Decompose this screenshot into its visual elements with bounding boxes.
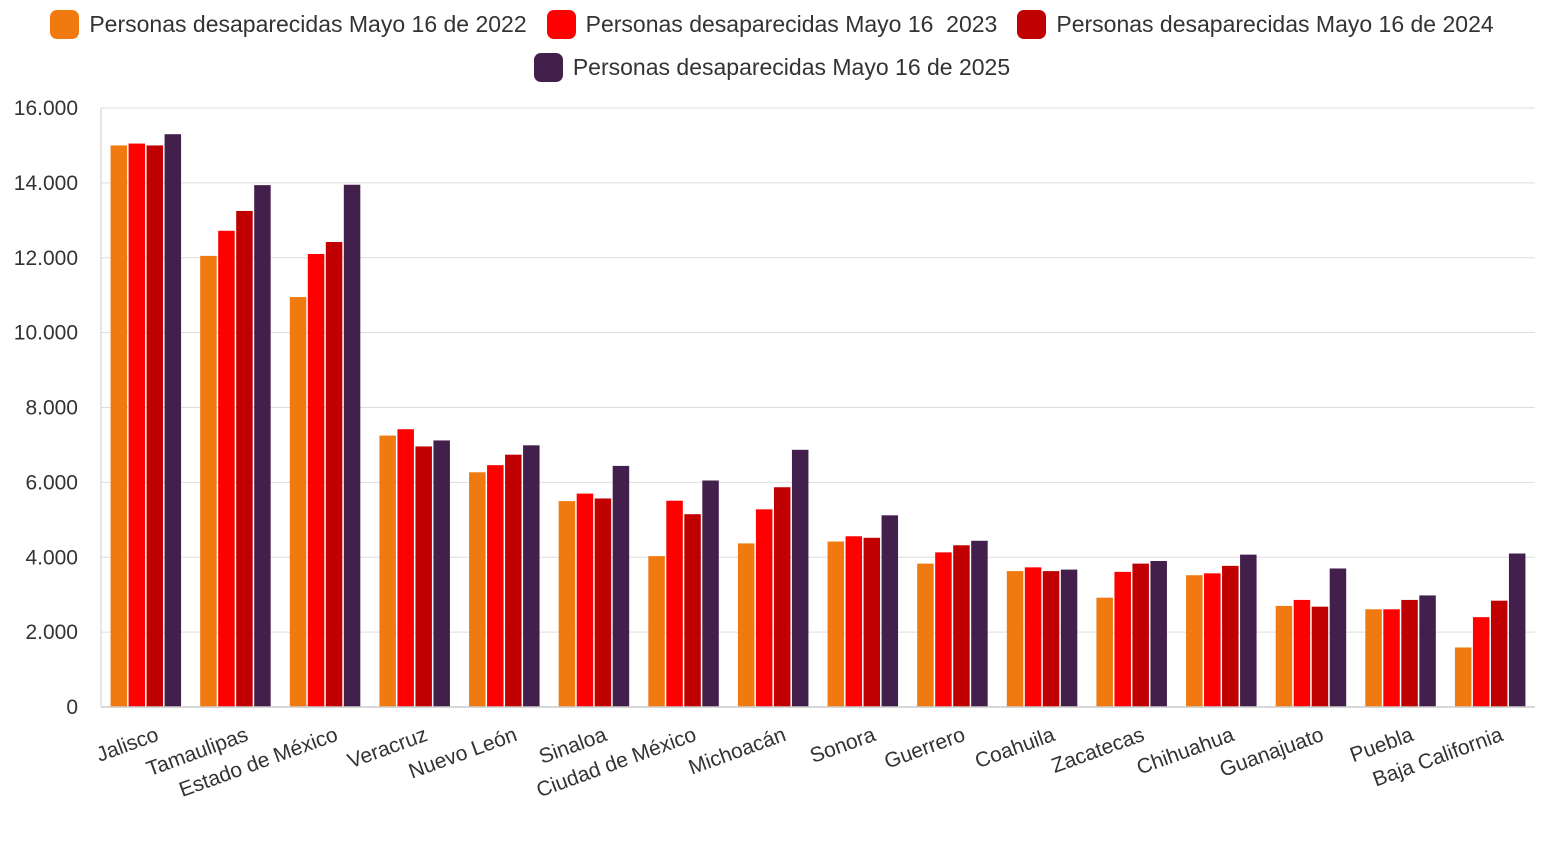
x-tick-label: Michoacán [686, 723, 789, 779]
bar[interactable] [218, 230, 235, 708]
bar[interactable] [827, 541, 845, 707]
bar[interactable] [110, 145, 128, 707]
y-tick-label: 14.000 [14, 172, 78, 195]
bar[interactable] [845, 536, 863, 707]
bar[interactable] [737, 543, 755, 707]
legend-swatch-2022 [50, 10, 80, 39]
bar[interactable] [200, 255, 217, 708]
bar[interactable] [307, 254, 325, 707]
x-tick-label: Coahuila [972, 723, 1058, 773]
bar[interactable] [379, 435, 396, 707]
bar[interactable] [881, 515, 899, 707]
y-tick-label: 8.000 [25, 397, 78, 420]
bar[interactable] [325, 242, 343, 707]
y-tick-label: 12.000 [14, 247, 78, 270]
bar[interactable] [1275, 605, 1293, 707]
bar[interactable] [576, 493, 594, 707]
bar[interactable] [1096, 597, 1113, 707]
bar[interactable] [1132, 563, 1149, 707]
bar[interactable] [289, 297, 307, 707]
bar[interactable] [1401, 599, 1418, 707]
bar[interactable] [971, 540, 988, 707]
legend: Personas desaparecidas Mayo 16 de 2022 P… [0, 10, 1544, 82]
bar[interactable] [1490, 600, 1508, 707]
x-tick-label: Guanajuato [1217, 723, 1327, 782]
bar[interactable] [1024, 567, 1042, 707]
bar[interactable] [1454, 647, 1472, 707]
bar[interactable] [1419, 595, 1436, 707]
bar[interactable] [1240, 554, 1257, 707]
legend-label-2023: Personas desaparecidas Mayo 16 2023 [585, 11, 998, 37]
legend-label-2025: Personas desaparecidas Mayo 16 de 2025 [572, 54, 1011, 80]
bar[interactable] [1042, 571, 1060, 707]
bar[interactable] [755, 509, 773, 707]
bar[interactable] [1293, 599, 1311, 707]
legend-item-2024[interactable]: Personas desaparecidas Mayo 16 de 2024 [1017, 10, 1494, 39]
bar[interactable] [128, 143, 146, 708]
bar[interactable] [146, 145, 164, 707]
bar[interactable] [1114, 571, 1131, 707]
bar[interactable] [1383, 609, 1400, 707]
y-tick-label: 0 [66, 696, 78, 719]
bar[interactable] [343, 184, 361, 707]
bar[interactable] [1222, 565, 1239, 707]
bar[interactable] [935, 552, 952, 707]
bar[interactable] [917, 563, 934, 707]
y-tick-label: 4.000 [25, 546, 78, 569]
bar[interactable] [1472, 617, 1490, 707]
y-tick-label: 2.000 [25, 621, 78, 644]
bar[interactable] [863, 537, 881, 707]
x-tick-label: Guerrero [881, 723, 968, 773]
y-tick-label: 6.000 [25, 471, 78, 494]
x-tick-label: Sonora [807, 723, 879, 768]
bar[interactable] [666, 500, 683, 707]
bar[interactable] [558, 501, 576, 707]
bar[interactable] [1508, 553, 1526, 707]
bar[interactable] [487, 465, 504, 707]
legend-item-2022[interactable]: Personas desaparecidas Mayo 16 de 2022 [50, 10, 527, 39]
bar[interactable] [433, 440, 450, 707]
y-tick-label: 16.000 [14, 97, 78, 120]
legend-item-2025[interactable]: Personas desaparecidas Mayo 16 de 2025 [533, 53, 1011, 82]
legend-swatch-2024 [1017, 10, 1047, 39]
bar[interactable] [1186, 575, 1203, 707]
legend-item-2023[interactable]: Personas desaparecidas Mayo 16 2023 [546, 10, 998, 39]
bar[interactable] [612, 465, 630, 707]
legend-swatch-2025 [533, 53, 563, 82]
bar[interactable] [164, 134, 182, 708]
bar[interactable] [1006, 571, 1024, 707]
bar[interactable] [791, 449, 809, 707]
bar[interactable] [254, 185, 271, 708]
bar[interactable] [397, 429, 414, 707]
bar[interactable] [702, 480, 719, 707]
legend-label-2024: Personas desaparecidas Mayo 16 de 2024 [1056, 11, 1494, 37]
bar[interactable] [1365, 609, 1382, 707]
legend-swatch-2023 [546, 10, 576, 39]
x-tick-label: Zacatecas [1048, 723, 1147, 778]
bar[interactable] [469, 472, 486, 707]
bar[interactable] [415, 446, 432, 707]
bar[interactable] [1311, 606, 1329, 707]
bar[interactable] [953, 545, 970, 707]
legend-label-2022: Personas desaparecidas Mayo 16 de 2022 [89, 11, 527, 37]
bar[interactable] [684, 514, 701, 707]
bar[interactable] [1204, 573, 1221, 707]
bar[interactable] [773, 487, 791, 707]
bar[interactable] [648, 556, 665, 707]
bar[interactable] [594, 498, 612, 707]
bar[interactable] [523, 445, 540, 707]
y-tick-label: 10.000 [14, 322, 78, 345]
bar[interactable] [505, 454, 522, 707]
bar[interactable] [1150, 560, 1167, 707]
bar[interactable] [1060, 569, 1078, 707]
bar[interactable] [1329, 568, 1347, 707]
bar[interactable] [236, 210, 253, 707]
